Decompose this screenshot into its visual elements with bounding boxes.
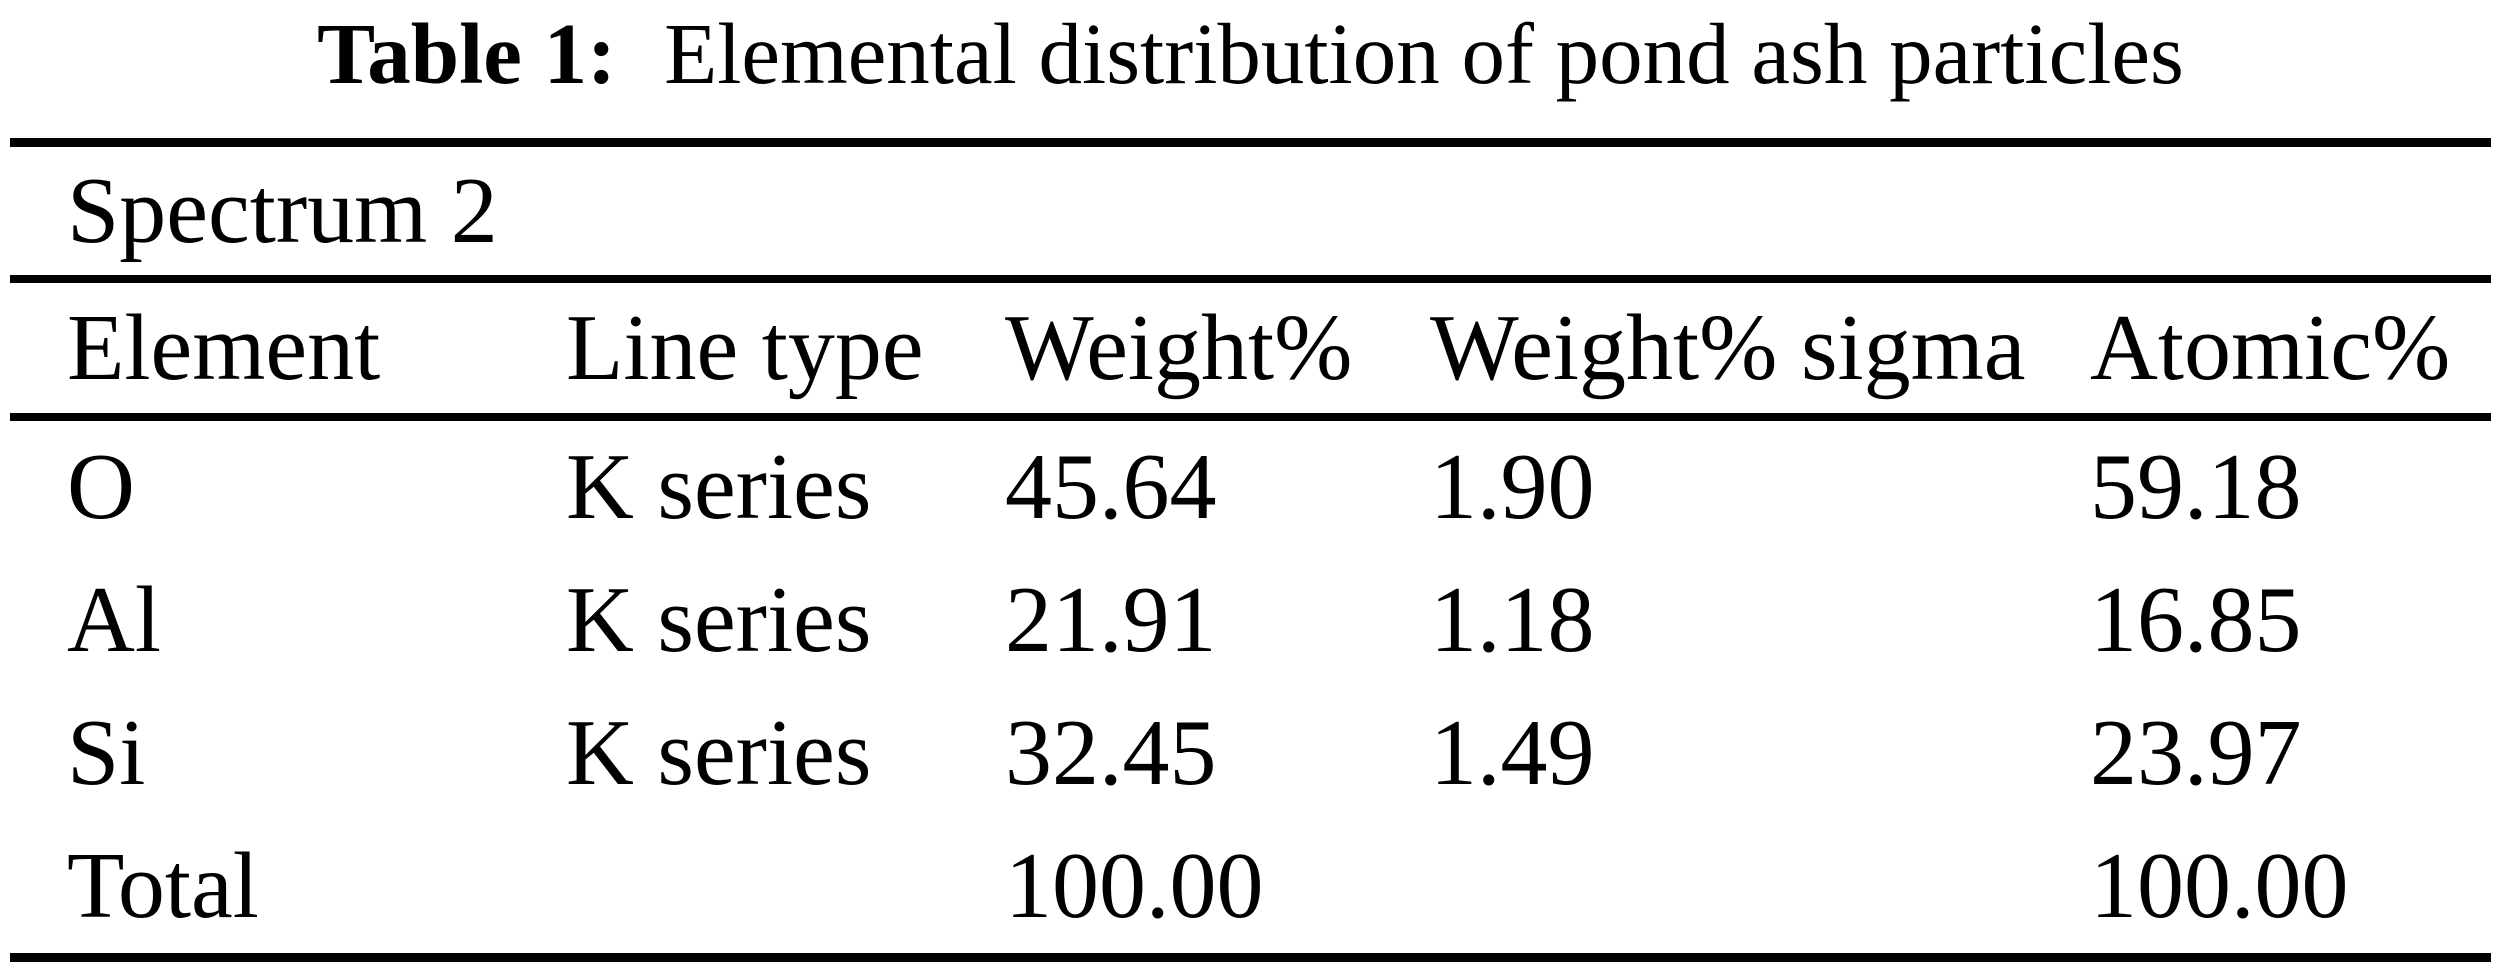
column-header-weight-pct: Weight%	[1005, 296, 1353, 400]
table-caption: Table 1: Elemental distribution of pond a…	[0, 0, 2501, 105]
cell-weight-pct: 100.00	[1005, 834, 1264, 938]
column-header-atomic-pct: Atomic%	[2090, 296, 2451, 400]
cell-element: Total	[67, 834, 259, 938]
table-row: Al K series 21.91 1.18 16.85	[0, 554, 2501, 687]
cell-line-type: K series	[566, 435, 872, 539]
cell-line-type: K series	[566, 568, 872, 672]
cell-weight-pct: 32.45	[1005, 701, 1217, 805]
table-row: O K series 45.64 1.90 59.18	[0, 421, 2501, 554]
cell-weight-pct-sigma: 1.49	[1430, 701, 1595, 805]
cell-weight-pct: 45.64	[1005, 435, 1217, 539]
column-header-line-type: Line type	[566, 296, 924, 400]
cell-element: Al	[67, 568, 161, 672]
table-row: Total 100.00 100.00	[0, 820, 2501, 953]
cell-weight-pct-sigma: 1.90	[1430, 435, 1595, 539]
table-bottom-rule	[10, 953, 2491, 962]
spectrum-subheader-row: Spectrum 2	[0, 147, 2501, 275]
table-top-rule	[10, 138, 2491, 147]
column-header-weight-pct-sigma: Weight% sigma	[1430, 296, 2026, 400]
spectrum-label: Spectrum 2	[67, 159, 498, 263]
cell-atomic-pct: 100.00	[2090, 834, 2349, 938]
table-header-row: Element Line type Weight% Weight% sigma …	[0, 283, 2501, 413]
column-header-element: Element	[67, 296, 381, 400]
header-divider-rule	[10, 413, 2491, 421]
table-caption-text: Elemental distribution of pond ash parti…	[664, 5, 2184, 102]
cell-line-type	[566, 820, 1005, 953]
cell-atomic-pct: 23.97	[2090, 701, 2302, 805]
table-caption-label: Table 1:	[317, 5, 617, 102]
cell-line-type: K series	[566, 701, 872, 805]
cell-element: Si	[67, 701, 146, 805]
cell-weight-pct-sigma: 1.18	[1430, 568, 1595, 672]
spectrum-divider-rule	[10, 275, 2491, 283]
cell-element: O	[67, 435, 135, 539]
cell-atomic-pct: 59.18	[2090, 435, 2302, 539]
cell-atomic-pct: 16.85	[2090, 568, 2302, 672]
cell-weight-pct: 21.91	[1005, 568, 1217, 672]
table-row: Si K series 32.45 1.49 23.97	[0, 687, 2501, 820]
cell-weight-pct-sigma	[1430, 820, 2090, 953]
